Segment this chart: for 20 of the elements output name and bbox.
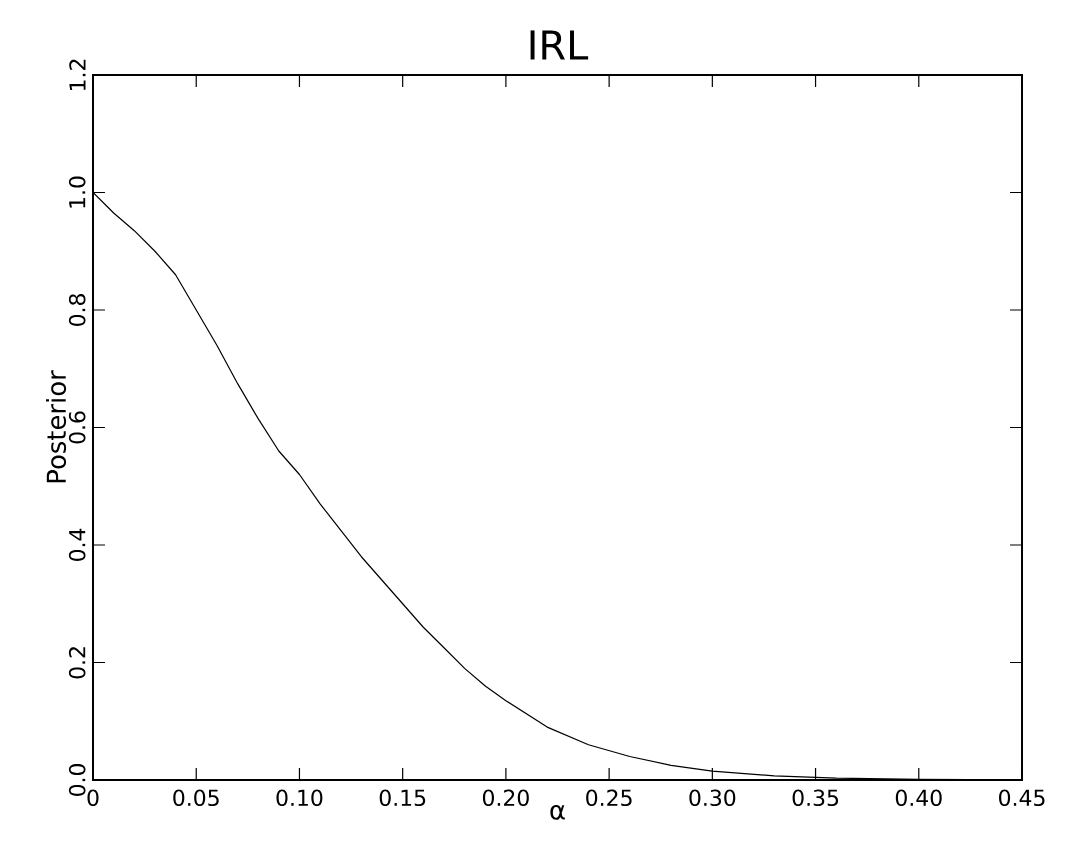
y-tick-label: 0.0 xyxy=(68,764,86,796)
y-tick-label: 0.8 xyxy=(68,294,86,326)
x-tick-label: 0 xyxy=(87,789,99,807)
x-tick-label: 0.25 xyxy=(586,789,632,807)
x-tick-label: 0.35 xyxy=(792,789,839,807)
x-axis-title: α xyxy=(550,804,565,820)
x-tick-label: 0.15 xyxy=(379,789,426,807)
x-tick-label: 0.40 xyxy=(895,789,942,807)
y-axis-title: Posterior xyxy=(46,370,67,483)
y-tick-label: 1.0 xyxy=(68,176,86,208)
chart-title: IRL xyxy=(530,30,589,60)
y-tick-label: 0.4 xyxy=(68,528,86,561)
y-tick-label: 0.2 xyxy=(68,647,86,679)
y-tick-label: 1.2 xyxy=(69,59,86,90)
x-tick-label: 0.30 xyxy=(689,789,736,807)
x-tick-label: 0.05 xyxy=(173,789,219,807)
x-tick-label: 0.45 xyxy=(999,789,1045,807)
y-tick-label: 0.6 xyxy=(68,411,86,444)
x-tick-label: 0.20 xyxy=(482,789,529,807)
x-tick-label: 0.10 xyxy=(276,789,323,807)
